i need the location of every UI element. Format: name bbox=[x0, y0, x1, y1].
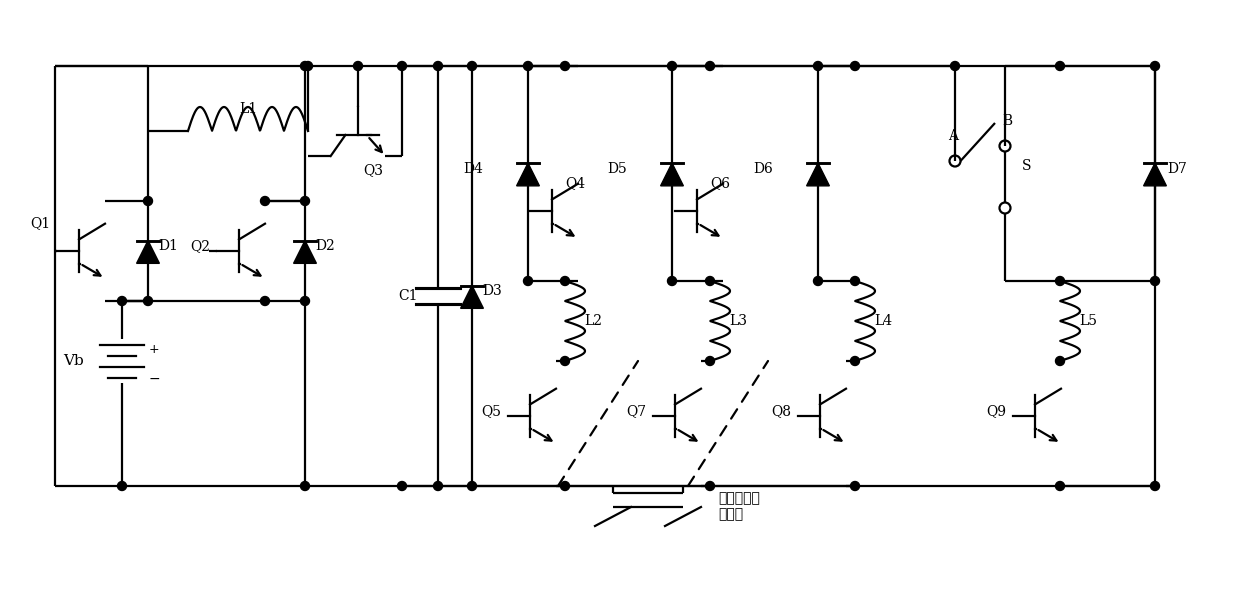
Circle shape bbox=[260, 296, 269, 306]
Circle shape bbox=[300, 296, 310, 306]
Polygon shape bbox=[806, 163, 830, 186]
Polygon shape bbox=[517, 163, 539, 186]
Text: Q4: Q4 bbox=[565, 176, 585, 190]
Circle shape bbox=[667, 62, 677, 70]
Circle shape bbox=[300, 62, 310, 70]
Text: L2: L2 bbox=[584, 314, 601, 328]
Circle shape bbox=[1055, 482, 1064, 490]
Polygon shape bbox=[136, 241, 160, 264]
Text: S: S bbox=[1022, 159, 1032, 173]
Polygon shape bbox=[294, 241, 316, 264]
Circle shape bbox=[560, 357, 569, 365]
Circle shape bbox=[706, 277, 714, 285]
Circle shape bbox=[706, 482, 714, 490]
Circle shape bbox=[523, 62, 532, 70]
Text: L3: L3 bbox=[729, 314, 746, 328]
Circle shape bbox=[353, 62, 362, 70]
Circle shape bbox=[467, 482, 476, 490]
Circle shape bbox=[1151, 62, 1159, 70]
Circle shape bbox=[1055, 277, 1064, 285]
Circle shape bbox=[1055, 357, 1064, 365]
Circle shape bbox=[118, 296, 126, 306]
Circle shape bbox=[467, 62, 476, 70]
Text: B: B bbox=[1002, 114, 1012, 128]
Text: D2: D2 bbox=[315, 239, 335, 253]
Circle shape bbox=[1151, 277, 1159, 285]
Text: D3: D3 bbox=[482, 284, 502, 298]
Text: Q3: Q3 bbox=[363, 163, 383, 177]
Circle shape bbox=[560, 482, 569, 490]
Text: 交直流充电
输入端: 交直流充电 输入端 bbox=[718, 491, 760, 521]
Circle shape bbox=[851, 482, 859, 490]
Circle shape bbox=[951, 62, 960, 70]
Circle shape bbox=[523, 277, 532, 285]
Text: L1: L1 bbox=[239, 102, 257, 116]
Circle shape bbox=[851, 357, 859, 365]
Text: D7: D7 bbox=[1167, 161, 1187, 176]
Circle shape bbox=[813, 277, 822, 285]
Circle shape bbox=[300, 197, 310, 206]
Circle shape bbox=[398, 62, 407, 70]
Circle shape bbox=[560, 62, 569, 70]
Text: D1: D1 bbox=[157, 239, 177, 253]
Circle shape bbox=[434, 482, 443, 490]
Text: Q1: Q1 bbox=[30, 216, 50, 230]
Circle shape bbox=[851, 62, 859, 70]
Text: −: − bbox=[149, 372, 160, 386]
Text: Q2: Q2 bbox=[190, 239, 210, 253]
Text: L5: L5 bbox=[1079, 314, 1097, 328]
Circle shape bbox=[118, 482, 126, 490]
Text: Q8: Q8 bbox=[771, 404, 791, 418]
Circle shape bbox=[1055, 62, 1064, 70]
Circle shape bbox=[144, 296, 153, 306]
Circle shape bbox=[851, 277, 859, 285]
Circle shape bbox=[300, 482, 310, 490]
Text: D5: D5 bbox=[608, 161, 627, 176]
Circle shape bbox=[434, 62, 443, 70]
Text: Q6: Q6 bbox=[711, 176, 730, 190]
Polygon shape bbox=[460, 286, 484, 309]
Text: A: A bbox=[949, 129, 959, 143]
Circle shape bbox=[304, 62, 312, 70]
Circle shape bbox=[706, 62, 714, 70]
Text: L4: L4 bbox=[874, 314, 892, 328]
Circle shape bbox=[667, 277, 677, 285]
Polygon shape bbox=[661, 163, 683, 186]
Circle shape bbox=[144, 197, 153, 206]
Circle shape bbox=[398, 482, 407, 490]
Text: D6: D6 bbox=[753, 161, 773, 176]
Text: +: + bbox=[149, 342, 159, 355]
Circle shape bbox=[706, 357, 714, 365]
Text: C1: C1 bbox=[398, 289, 418, 303]
Text: Q7: Q7 bbox=[626, 404, 646, 418]
Circle shape bbox=[260, 197, 269, 206]
Circle shape bbox=[813, 62, 822, 70]
Circle shape bbox=[560, 277, 569, 285]
Text: Vb: Vb bbox=[63, 354, 84, 368]
Text: Q9: Q9 bbox=[986, 404, 1006, 418]
Polygon shape bbox=[1143, 163, 1167, 186]
Text: D4: D4 bbox=[463, 161, 482, 176]
Circle shape bbox=[1151, 482, 1159, 490]
Text: Q5: Q5 bbox=[481, 404, 501, 418]
